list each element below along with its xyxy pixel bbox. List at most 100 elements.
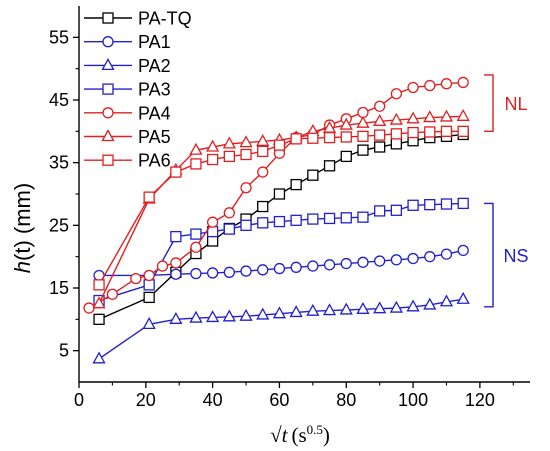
- data-point: [322, 303, 337, 316]
- data-point: [273, 215, 286, 228]
- data-point: [206, 310, 220, 323]
- data-point: [273, 188, 286, 200]
- data-point: [223, 150, 235, 163]
- data-point: [456, 108, 470, 121]
- data-point: [339, 117, 353, 130]
- legend-marker: [102, 12, 114, 24]
- data-point: [290, 261, 302, 273]
- y-axis-label: h(t) (mm): [10, 183, 35, 273]
- data-point: [356, 115, 370, 128]
- x-tick-label: 60: [269, 390, 289, 410]
- y-tick-label: 45: [49, 90, 69, 110]
- data-point: [170, 166, 182, 178]
- data-point: [439, 109, 454, 122]
- data-point: [340, 150, 352, 163]
- plot-area: [83, 76, 470, 364]
- data-point: [323, 131, 336, 144]
- data-point: [83, 302, 95, 314]
- data-point: [457, 125, 469, 137]
- data-point: [339, 302, 353, 315]
- legend-marker: [102, 154, 114, 166]
- data-point: [93, 313, 105, 325]
- x-tick-label: 20: [136, 390, 156, 410]
- legend-label: PA2: [138, 56, 171, 76]
- data-point: [156, 260, 169, 272]
- legend-label: PA3: [138, 80, 171, 100]
- data-point: [407, 81, 419, 94]
- legend-entry-pa2: PA2: [84, 56, 171, 76]
- data-point: [323, 212, 336, 225]
- data-point: [424, 79, 436, 92]
- data-point: [257, 264, 269, 276]
- data-point: [340, 131, 352, 143]
- data-point: [407, 126, 419, 139]
- data-point: [143, 279, 155, 291]
- data-point: [170, 230, 182, 243]
- legend-marker: [101, 58, 115, 71]
- data-point: [223, 266, 235, 278]
- data-point: [406, 111, 420, 124]
- legend-entry-pa1: PA1: [84, 32, 171, 52]
- data-point: [190, 158, 202, 170]
- x-tick-label: 120: [465, 390, 495, 410]
- data-point: [374, 129, 386, 141]
- legend-label: PA6: [138, 151, 171, 171]
- data-point: [190, 241, 202, 253]
- legend-entry-pa4: PA4: [84, 103, 171, 123]
- data-point: [457, 76, 469, 89]
- data-point: [307, 169, 319, 181]
- data-point: [357, 256, 369, 268]
- data-point: [206, 267, 219, 279]
- data-point: [257, 166, 269, 178]
- data-point: [239, 135, 253, 148]
- data-point: [223, 207, 235, 219]
- legend-label: PA1: [138, 32, 171, 52]
- series-pa3: [93, 197, 469, 307]
- legend-marker: [102, 36, 114, 48]
- x-axis-label: √t (s0.5): [270, 422, 330, 447]
- data-point: [440, 125, 453, 137]
- data-point: [257, 217, 269, 229]
- y-tick-label: 55: [49, 27, 69, 47]
- data-point: [206, 153, 219, 166]
- data-point: [289, 305, 303, 318]
- group-brackets: NL NS: [484, 74, 529, 308]
- data-point: [457, 197, 469, 210]
- data-point: [223, 223, 235, 235]
- legend-entry-pa5: PA5: [84, 127, 171, 147]
- data-point: [189, 310, 203, 323]
- data-point: [169, 311, 183, 324]
- data-point: [374, 205, 386, 217]
- data-point: [357, 130, 369, 142]
- data-point: [170, 257, 182, 269]
- bracket-line: [484, 202, 494, 308]
- series-pa2: [92, 291, 470, 364]
- data-point: [130, 272, 142, 285]
- data-point: [290, 133, 302, 145]
- data-point: [439, 294, 454, 307]
- axes: 0 20 40 60 80 100 120 5 15 25 35 45 55: [49, 6, 530, 410]
- data-point: [92, 351, 106, 364]
- bracket-ns: NS: [484, 202, 529, 308]
- y-tick-label: 25: [49, 215, 69, 235]
- data-point: [440, 198, 453, 210]
- data-point: [222, 136, 236, 149]
- bracket-nl: NL: [484, 74, 528, 133]
- data-point: [390, 128, 403, 140]
- data-point: [390, 88, 403, 100]
- data-point: [440, 78, 453, 90]
- data-point: [374, 100, 386, 112]
- legend-entry-pa-tq: PA-TQ: [84, 9, 192, 29]
- data-point: [240, 219, 252, 231]
- legend-marker: [102, 107, 114, 119]
- data-point: [424, 199, 436, 211]
- data-point: [357, 211, 369, 223]
- data-point: [424, 126, 436, 138]
- data-point: [290, 178, 302, 191]
- data-point: [390, 138, 403, 150]
- data-point: [240, 148, 252, 161]
- legend-label: PA4: [138, 103, 171, 123]
- data-point: [307, 132, 319, 144]
- data-point: [190, 267, 202, 280]
